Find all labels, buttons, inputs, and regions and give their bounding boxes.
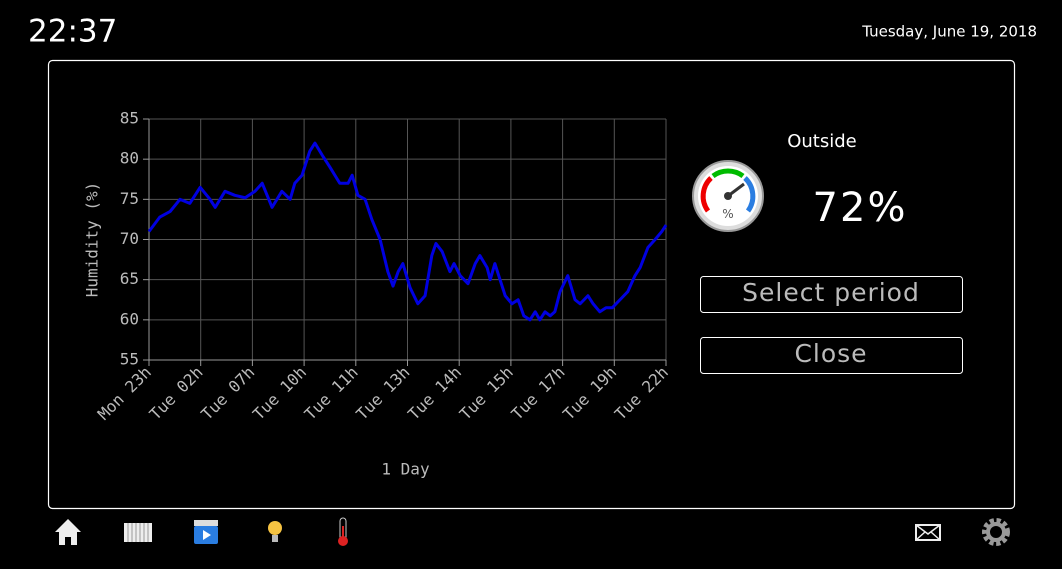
humidity-line (147, 141, 668, 322)
x-tick-label: Tue 19h (559, 363, 620, 424)
location: Outside (787, 131, 857, 152)
y-tick-label: 70 (120, 229, 139, 248)
nav-messages[interactable] (915, 524, 941, 541)
x-tick-label: Tue 02h (146, 363, 207, 424)
y-tick-label: 80 (120, 149, 139, 168)
x-tick-label: Tue 17h (507, 363, 568, 424)
y-tick-label: 75 (120, 189, 139, 208)
button-label: Close (794, 339, 867, 368)
x-axis-label: 1 Day (381, 460, 430, 479)
x-tick-label: Tue 10h (249, 363, 310, 424)
nav-light[interactable] (268, 521, 282, 542)
y-tick-label: 60 (120, 309, 139, 328)
y-tick-label: 85 (120, 109, 139, 128)
x-tick-label: Tue 07h (197, 363, 258, 424)
nav-temperature[interactable] (338, 517, 348, 546)
x-tick-label: Tue 11h (301, 363, 362, 424)
y-axis-label: Humidity (%) (83, 182, 102, 298)
panel (47, 59, 1016, 510)
gauge-icon: % (692, 160, 764, 232)
select-period-button[interactable] (700, 276, 963, 313)
x-tick-label: Tue 22h (611, 363, 672, 424)
svg-text:%: % (722, 207, 733, 221)
y-tick-label: 65 (120, 269, 139, 288)
nav-settings[interactable] (982, 518, 1010, 546)
x-tick-label: Mon 23h (94, 363, 155, 424)
button-label: Select period (742, 278, 920, 307)
nav-home[interactable] (55, 519, 81, 545)
close-button[interactable] (700, 337, 963, 374)
y-tick-label: 55 (120, 350, 139, 369)
nav-radiator[interactable] (124, 523, 152, 542)
date: Tuesday, June 19, 2018 (861, 23, 1037, 41)
x-tick-label: Tue 14h (404, 363, 465, 424)
clock: 22:37 (28, 14, 117, 50)
reading: 72% (813, 185, 908, 231)
x-tick-label: Tue 15h (456, 363, 517, 424)
x-tick-label: Tue 13h (352, 363, 413, 424)
nav-media[interactable] (194, 520, 218, 544)
